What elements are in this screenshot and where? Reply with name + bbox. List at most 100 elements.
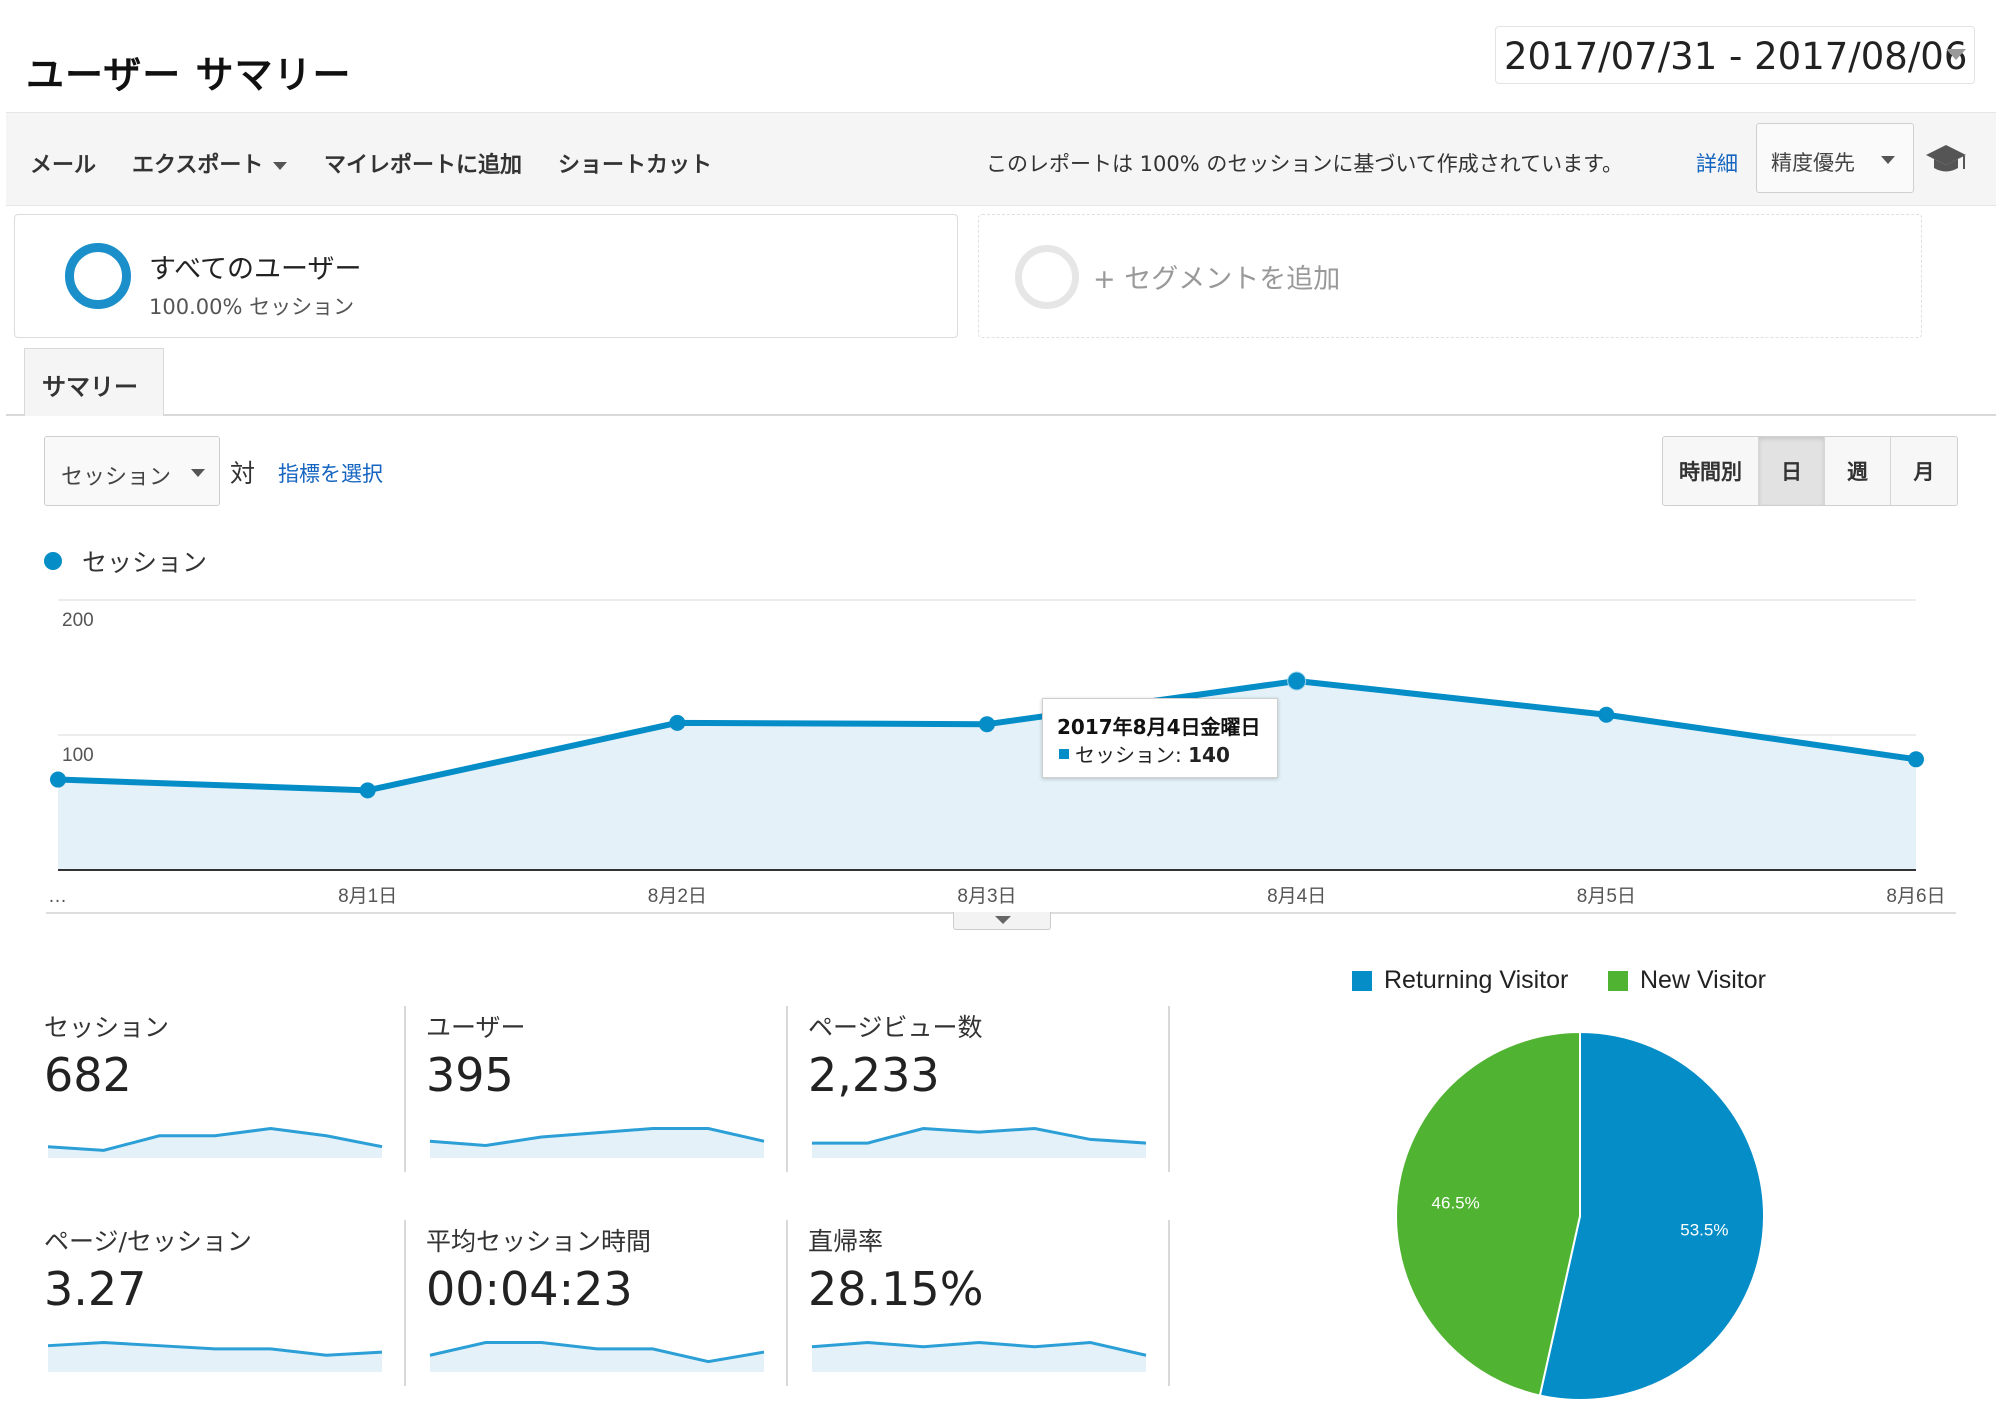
visitor-type-pie-chart: 53.5% 46.5% <box>1395 1030 1765 1401</box>
legend-series-label: セッション <box>82 548 208 577</box>
export-label: エクスポート <box>132 153 264 178</box>
pie-slice-label: 53.5% <box>1680 1221 1728 1240</box>
sparkline-line <box>47 1126 383 1152</box>
data-point <box>1908 751 1924 768</box>
series-area <box>58 681 1916 870</box>
pie-slice <box>1538 1030 1765 1401</box>
tab-summary-label: サマリー <box>42 373 138 401</box>
metric-name: ユーザー <box>426 1013 526 1042</box>
x-tick-label: 8月4日 <box>1267 886 1326 907</box>
metric-divider <box>404 1220 406 1386</box>
detail-link[interactable]: 詳細 <box>1696 152 1738 176</box>
sampling-note: このレポートは 100% のセッションに基づいて作成されています。 <box>986 152 1624 176</box>
metric-avg-session-duration[interactable]: 平均セッション時間 00:04:23 <box>426 1222 808 1388</box>
metric-bounce-rate[interactable]: 直帰率 28.15% <box>808 1222 1190 1388</box>
export-button[interactable]: エクスポート <box>132 147 288 179</box>
data-point <box>1598 706 1615 723</box>
data-point <box>979 716 995 733</box>
period-week-button[interactable]: 週 <box>1825 437 1891 505</box>
sparkline-area <box>812 1342 1146 1372</box>
select-metric-link[interactable]: 指標を選択 <box>278 462 383 486</box>
graduation-cap-icon[interactable] <box>1924 141 1968 177</box>
x-tick-label: 8月6日 <box>1886 886 1945 907</box>
email-button[interactable]: メール <box>30 153 97 178</box>
x-tick-label: 8月3日 <box>957 886 1016 907</box>
y-tick-label: 100 <box>62 745 94 766</box>
segment-card-all-users[interactable]: すべてのユーザー 100.00% セッション <box>14 214 958 338</box>
x-tick-label: … <box>48 886 67 907</box>
sessions-line-chart: 100 200 … 8月1日 8月2日 8月3日 8月4日 8月5日 8月6日 <box>48 599 1946 907</box>
metric-name: ページ/セッション <box>44 1227 252 1256</box>
metric-name: セッション <box>44 1013 170 1042</box>
tooltip-date: 2017年8月4日金曜日 <box>1057 715 1261 739</box>
add-segment-button[interactable]: + セグメントを追加 <box>978 214 1922 338</box>
metric-select[interactable]: セッション <box>44 436 220 506</box>
metric-divider <box>786 1220 788 1386</box>
metric-value: 682 <box>44 1048 132 1102</box>
report-toolbar: メール エクスポート マイレポートに追加 ショートカット このレポートは 100… <box>6 112 1996 206</box>
metric-select-value: セッション <box>61 465 172 490</box>
y-tick-label: 200 <box>62 610 94 631</box>
tooltip-series-name: セッション <box>1075 743 1175 767</box>
metric-divider <box>404 1006 406 1172</box>
x-tick-label: 8月5日 <box>1577 886 1636 907</box>
metric-sparkline <box>812 1126 1147 1158</box>
segment-donut-icon <box>65 243 131 309</box>
data-point <box>1287 671 1307 691</box>
metric-sparkline <box>811 1340 1147 1372</box>
legend-swatch-new <box>1608 971 1628 991</box>
page-title: ユーザー サマリー <box>26 53 352 97</box>
chevron-down-icon <box>1881 156 1895 164</box>
period-toggle: 時間別 日 週 月 <box>1662 436 1958 506</box>
metric-value: 3.27 <box>44 1262 147 1316</box>
data-point <box>359 782 376 799</box>
period-month-button[interactable]: 月 <box>1913 460 1935 484</box>
legend-returning-visitor: Returning Visitor <box>1384 966 1569 994</box>
sparkline-line <box>812 1126 1147 1145</box>
legend-new-visitor: New Visitor <box>1640 966 1766 994</box>
tab-bar-divider <box>6 414 1996 416</box>
tab-summary[interactable]: サマリー <box>24 348 164 416</box>
segment-name: すべてのユーザー <box>149 254 362 285</box>
chart-tooltip: 2017年8月4日金曜日 セッション: 140 <box>1042 698 1278 778</box>
legend-swatch-returning <box>1352 971 1372 991</box>
metric-pageviews[interactable]: ページビュー数 2,233 <box>808 1008 1190 1174</box>
period-day-button[interactable]: 日 <box>1759 437 1825 505</box>
shortcut-button[interactable]: ショートカット <box>558 153 713 178</box>
precision-select-value: 精度優先 <box>1771 151 1855 175</box>
metric-name: 平均セッション時間 <box>426 1227 652 1256</box>
chevron-down-icon <box>273 162 288 170</box>
metric-sessions[interactable]: セッション 682 <box>44 1008 426 1174</box>
chevron-down-icon <box>191 469 205 477</box>
metric-pages-per-session[interactable]: ページ/セッション 3.27 <box>44 1222 426 1388</box>
tooltip-value: 140 <box>1188 743 1230 767</box>
metric-value: 28.15% <box>808 1262 984 1316</box>
metric-sparkline <box>429 1127 765 1158</box>
metric-users[interactable]: ユーザー 395 <box>426 1008 808 1174</box>
segment-placeholder-icon <box>1015 245 1079 309</box>
metric-value: 395 <box>426 1048 514 1102</box>
tooltip-series-swatch <box>1059 749 1069 759</box>
sparkline-area <box>48 1128 382 1158</box>
metric-divider <box>786 1006 788 1172</box>
sparkline-line <box>811 1340 1147 1357</box>
pie-slice-label: 46.5% <box>1432 1193 1480 1212</box>
metric-sparkline <box>429 1341 765 1372</box>
metric-name: ページビュー数 <box>808 1013 983 1042</box>
chart-expand-handle[interactable] <box>953 912 1051 930</box>
sparkline-area <box>430 1342 764 1372</box>
metric-sparkline <box>47 1126 383 1158</box>
sparkline-line <box>47 1340 383 1357</box>
period-hourly-button[interactable]: 時間別 <box>1663 437 1759 505</box>
metric-divider <box>1168 1006 1170 1172</box>
metric-sparkline <box>47 1340 383 1372</box>
add-segment-label: + セグメントを追加 <box>1093 264 1341 295</box>
chevron-down-icon <box>995 916 1011 924</box>
data-point <box>50 771 66 788</box>
segment-share: 100.00% セッション <box>149 295 355 319</box>
date-range-picker[interactable]: 2017/07/31 - 2017/08/06 <box>1495 26 1975 84</box>
sparkline-line <box>429 1127 765 1148</box>
add-to-my-reports-button[interactable]: マイレポートに追加 <box>324 153 523 178</box>
precision-select[interactable]: 精度優先 <box>1756 123 1914 193</box>
chevron-down-icon <box>1946 49 1966 60</box>
